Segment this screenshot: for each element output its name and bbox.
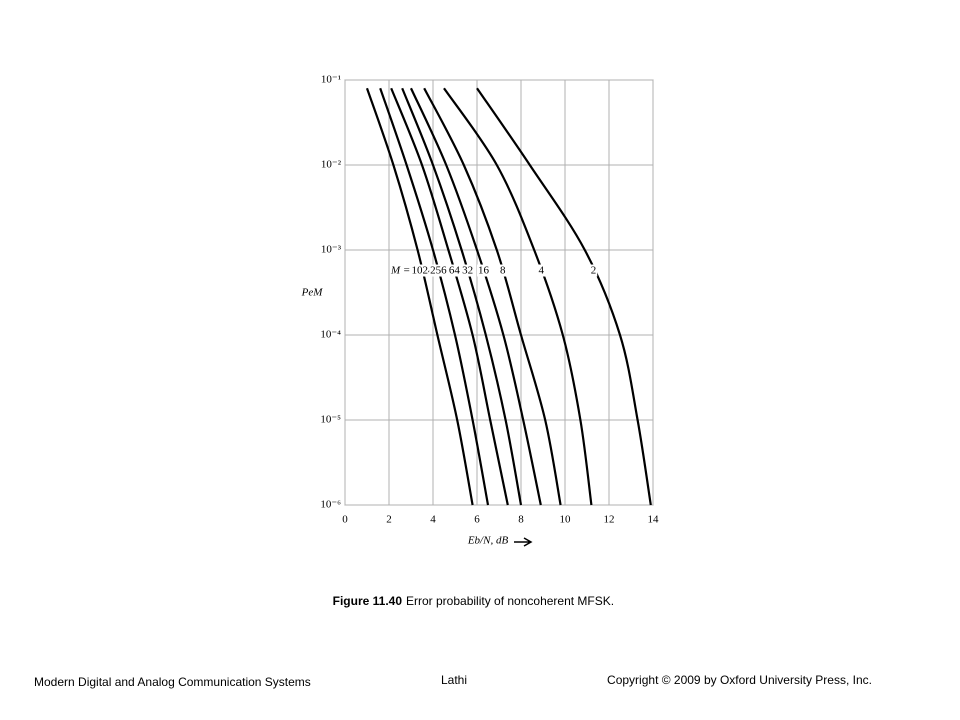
series-label: 256 <box>430 265 447 277</box>
series-label-bg <box>499 264 508 277</box>
y-tick-label: 10⁻³ <box>321 244 342 256</box>
series-label-prefix: M = <box>390 265 410 277</box>
curve <box>443 87 593 506</box>
series-label: 64 <box>449 265 461 277</box>
x-tick-label: 0 <box>342 514 348 526</box>
y-axis-label: PeM <box>301 287 324 299</box>
y-tick-label: 10⁻¹ <box>321 74 341 86</box>
caption-label: Figure 11.40 <box>333 594 403 608</box>
x-tick-label: 6 <box>474 514 480 526</box>
series-label: 16 <box>478 265 490 277</box>
series-label-bg <box>537 264 546 277</box>
x-tick-label: 14 <box>648 514 660 526</box>
series-label-bg <box>410 264 435 277</box>
curve <box>390 87 509 506</box>
y-tick-label: 10⁻⁵ <box>320 414 341 426</box>
x-tick-label: 2 <box>386 514 392 526</box>
x-tick-label: 4 <box>430 514 436 526</box>
x-tick-label: 10 <box>560 514 572 526</box>
curve <box>423 87 562 506</box>
curve <box>476 87 652 506</box>
series-label-bg <box>477 264 491 277</box>
curve <box>365 87 474 506</box>
footer-right: Copyright © 2009 by Oxford University Pr… <box>607 673 872 687</box>
series-label-bg <box>429 264 449 277</box>
series-label-bg <box>461 264 475 277</box>
series-label: 32 <box>462 265 473 277</box>
series-label: 1024 <box>411 265 434 277</box>
x-axis-label: Eb/N, dB <box>467 535 509 547</box>
caption-text: Error probability of noncoherent MFSK. <box>406 594 614 608</box>
y-tick-label: 10⁻⁴ <box>320 329 341 341</box>
x-axis-arrow <box>514 537 533 547</box>
curve <box>410 87 542 506</box>
y-tick-label: 10⁻² <box>321 159 342 171</box>
series-label: 2 <box>591 265 597 277</box>
y-tick-label: 10⁻⁶ <box>320 499 341 511</box>
x-tick-label: 12 <box>604 514 615 526</box>
curve <box>379 87 490 506</box>
series-label-bg <box>447 264 462 277</box>
x-tick-label: 8 <box>518 514 524 526</box>
curve <box>401 87 523 506</box>
series-label: 8 <box>500 265 506 277</box>
footer-left: Modern Digital and Analog Communication … <box>34 675 311 689</box>
series-label: 4 <box>539 265 545 277</box>
footer-center: Lathi <box>441 673 467 687</box>
series-label-bg <box>589 264 598 277</box>
